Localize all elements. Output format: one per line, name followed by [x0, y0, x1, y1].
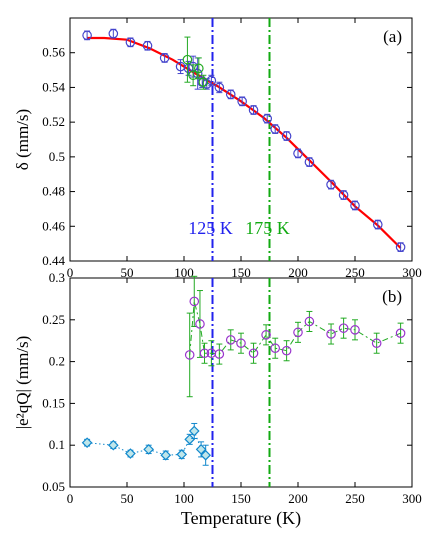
plot-frame — [69, 277, 413, 488]
x-tick-label: 0 — [67, 265, 74, 280]
data-point — [214, 349, 225, 359]
data-point — [125, 448, 136, 459]
panel-a: 0 50 100 150 200 250 300 0.44 0.46 0.48 0.5 0.52 0.5… — [13, 17, 422, 280]
data-point — [372, 219, 383, 230]
panel-label: (a) — [383, 27, 402, 46]
data-series — [81, 422, 212, 466]
y-tick-label: 0.3 — [49, 270, 65, 285]
data-point — [107, 439, 119, 451]
data-point — [262, 113, 273, 124]
plot-frame — [69, 17, 413, 262]
data-point — [200, 449, 212, 461]
x-axis-label: Temperature (K) — [181, 508, 301, 529]
data-point — [184, 350, 195, 360]
data-point — [195, 319, 205, 329]
y-tick-label: 0.54 — [42, 79, 65, 94]
data-point — [143, 444, 155, 455]
data-point — [338, 323, 349, 333]
x-tick-label: 300 — [402, 265, 422, 280]
x-tick-label: 0 — [67, 491, 74, 506]
data-point — [188, 70, 198, 81]
data-series — [182, 36, 209, 90]
data-point — [350, 200, 360, 211]
data-point — [108, 28, 119, 39]
data-point — [125, 37, 136, 48]
y-axis-label: |e²qQ| (mm/s) — [13, 336, 32, 430]
y-tick-label: 0.44 — [42, 253, 65, 268]
y-tick-label: 0.2 — [49, 354, 65, 369]
data-point — [326, 329, 336, 339]
data-point — [270, 124, 280, 134]
data-point — [281, 345, 292, 356]
x-tick-label: 50 — [121, 491, 134, 506]
data-point — [293, 148, 303, 159]
x-tick-label: 100 — [174, 491, 194, 506]
data-point — [159, 53, 170, 63]
y-tick-label: 0.1 — [49, 437, 65, 452]
x-tick-label: 50 — [121, 265, 134, 280]
data-point — [195, 444, 207, 455]
data-point — [198, 77, 209, 88]
data-point — [81, 437, 93, 449]
data-point — [225, 89, 236, 100]
data-point — [248, 105, 259, 115]
y-axis-label: δ (mm/s) — [13, 109, 32, 170]
y-tick-label: 0.05 — [42, 479, 65, 494]
data-series — [184, 275, 406, 398]
x-tick-label: 200 — [288, 491, 308, 506]
data-point — [214, 82, 225, 93]
y-tick-label: 0.25 — [42, 312, 65, 327]
x-tick-label: 250 — [345, 265, 365, 280]
y-tick-label: 0.15 — [42, 395, 65, 410]
data-point — [304, 316, 315, 327]
panel-label: (b) — [382, 287, 402, 306]
data-point — [189, 296, 200, 307]
fit-curve — [87, 36, 402, 249]
data-point — [142, 40, 153, 51]
data-point — [82, 30, 92, 41]
data-point — [184, 433, 196, 445]
x-tick-label: 100 — [174, 265, 194, 280]
y-tick-label: 0.5 — [49, 149, 65, 164]
data-point — [293, 327, 303, 338]
data-point — [350, 325, 360, 335]
y-tick-label: 0.52 — [42, 114, 65, 129]
data-point — [237, 96, 247, 107]
data-point — [248, 348, 259, 359]
x-tick-label: 150 — [231, 265, 251, 280]
data-point — [371, 338, 382, 349]
x-tick-label: 150 — [231, 491, 251, 506]
transition-label: 125 K — [188, 218, 233, 238]
data-point — [261, 330, 271, 340]
y-tick-label: 0.46 — [42, 218, 65, 233]
data-point — [326, 179, 336, 190]
y-tick-label: 0.56 — [42, 45, 65, 60]
y-tick-label: 0.48 — [42, 184, 65, 199]
transition-label: 175 K — [245, 218, 290, 238]
data-point — [194, 63, 204, 74]
data-point — [225, 335, 236, 345]
data-point — [395, 328, 406, 338]
series-line — [189, 301, 401, 355]
data-point — [188, 425, 200, 437]
x-tick-label: 250 — [345, 491, 365, 506]
x-tick-label: 200 — [288, 265, 308, 280]
data-point — [199, 348, 210, 359]
data-series — [82, 28, 406, 252]
data-point — [160, 449, 172, 461]
data-point — [176, 449, 188, 460]
data-point — [395, 242, 406, 252]
data-point — [182, 54, 193, 65]
data-point — [270, 343, 280, 354]
data-point — [281, 131, 292, 141]
data-point — [338, 190, 349, 200]
data-point — [304, 157, 315, 167]
x-tick-label: 300 — [402, 491, 422, 506]
panel-b: 0 50 100 150 200 250 300 0.05 0.1 0.15 0.2 0.25 0.3 |… — [13, 270, 422, 529]
data-point — [236, 338, 246, 349]
